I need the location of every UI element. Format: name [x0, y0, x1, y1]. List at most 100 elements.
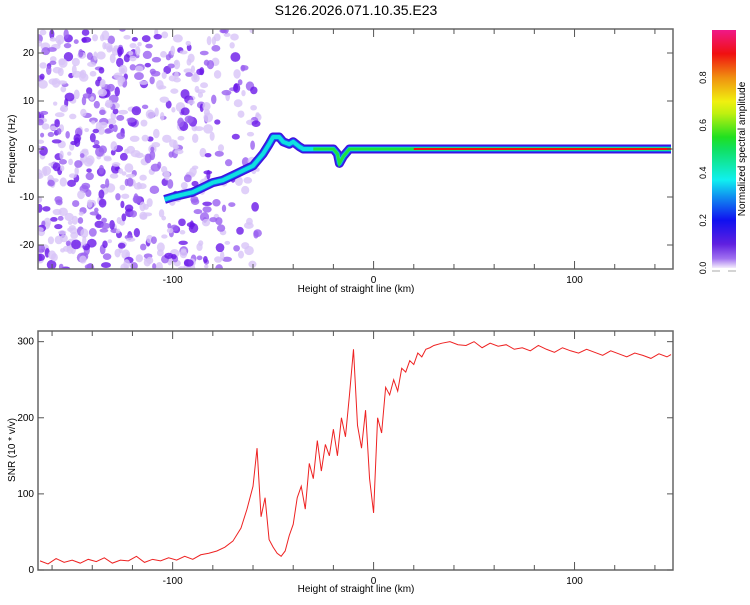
noise-blob: [250, 86, 258, 95]
noise-blob: [135, 254, 143, 263]
noise-blob: [140, 243, 147, 251]
noise-blob: [106, 118, 117, 126]
noise-blob: [81, 36, 92, 43]
y-tick-label: 0: [28, 144, 34, 155]
noise-blob: [82, 235, 87, 246]
noise-blob: [57, 80, 68, 85]
noise-blob: [199, 50, 209, 56]
noise-blob: [230, 52, 241, 62]
noise-blob: [116, 57, 124, 68]
noise-blob: [107, 35, 115, 45]
noise-blob: [209, 131, 215, 141]
noise-blob: [74, 160, 83, 168]
noise-blob: [118, 64, 128, 75]
noise-blob: [190, 198, 200, 206]
noise-blob: [243, 177, 253, 184]
noise-blob: [38, 227, 44, 233]
noise-blob: [156, 242, 165, 253]
noise-blob: [141, 134, 149, 142]
noise-blob: [70, 231, 79, 239]
noise-blob: [39, 73, 45, 80]
y-tick-label: 10: [23, 96, 35, 107]
noise-blob: [99, 80, 106, 88]
noise-blob: [97, 76, 102, 82]
noise-blob: [129, 64, 137, 71]
noise-blob: [100, 184, 107, 189]
bottom-ylabel: SNR (10 * v/v): [7, 418, 18, 482]
noise-blob: [81, 29, 90, 36]
noise-blob: [228, 202, 236, 207]
colorbar-tick-label: 0.2: [698, 214, 708, 227]
noise-blob: [149, 185, 160, 195]
noise-blob: [42, 206, 51, 212]
noise-blob: [124, 163, 134, 173]
noise-blob: [194, 126, 204, 132]
noise-blob: [86, 87, 93, 95]
noise-blob: [65, 240, 71, 246]
noise-blob: [174, 60, 179, 66]
noise-blob: [47, 47, 57, 52]
noise-blob: [115, 228, 121, 234]
noise-blob: [130, 149, 141, 158]
noise-blob: [189, 220, 194, 230]
noise-blob: [144, 62, 152, 68]
noise-blob: [196, 68, 204, 76]
noise-blob: [178, 240, 188, 246]
noise-blob: [47, 236, 55, 245]
noise-blob: [161, 234, 168, 239]
noise-blob: [131, 37, 138, 42]
noise-blob: [248, 260, 257, 268]
noise-blob: [135, 65, 144, 72]
colorbar-label: Normalized spectral amplitude: [737, 81, 748, 216]
noise-blob: [123, 259, 131, 269]
colorbar-tick-label: 0.8: [698, 71, 708, 84]
noise-blob: [98, 164, 105, 175]
y-tick-label: -10: [20, 192, 35, 203]
noise-blob: [241, 242, 250, 250]
noise-blob: [165, 100, 172, 109]
noise-blob: [221, 204, 227, 213]
noise-blob: [125, 173, 136, 178]
noise-blob: [149, 68, 156, 75]
noise-blob: [71, 239, 81, 250]
noise-blob: [179, 50, 188, 55]
noise-blob: [86, 238, 97, 248]
colorbar-tick-label: 0.0: [698, 262, 708, 275]
noise-blob: [89, 117, 98, 123]
noise-blob: [233, 69, 241, 79]
noise-blob: [80, 108, 87, 117]
noise-blob: [39, 110, 49, 116]
noise-blob: [196, 242, 203, 252]
noise-blob: [82, 93, 92, 99]
noise-blob: [141, 104, 149, 110]
noise-blob: [185, 72, 193, 77]
noise-blob: [117, 46, 124, 56]
noise-blob: [174, 149, 184, 155]
noise-blob: [250, 140, 255, 150]
noise-blob: [107, 239, 113, 244]
noise-blob: [135, 45, 141, 56]
bottom-plot-frame: [37, 330, 674, 571]
noise-blob: [81, 182, 91, 190]
noise-blob: [213, 70, 222, 79]
noise-blob: [64, 212, 74, 222]
noise-blob: [104, 127, 114, 134]
noise-blob: [150, 236, 157, 245]
noise-blob: [67, 179, 76, 187]
noise-blob: [206, 169, 211, 180]
noise-blob: [139, 213, 148, 220]
noise-blob: [237, 250, 245, 259]
noise-blob: [52, 101, 58, 106]
noise-blob: [102, 253, 112, 261]
noise-blob: [121, 213, 127, 222]
noise-blob: [39, 62, 47, 69]
noise-blob: [121, 171, 127, 176]
noise-blob: [102, 240, 108, 249]
noise-blob: [186, 44, 192, 52]
noise-blob: [58, 58, 68, 68]
noise-blob: [171, 106, 176, 113]
noise-blob: [49, 56, 57, 63]
noise-blob: [67, 220, 73, 225]
noise-blob: [79, 153, 85, 158]
noise-blob: [71, 215, 79, 225]
